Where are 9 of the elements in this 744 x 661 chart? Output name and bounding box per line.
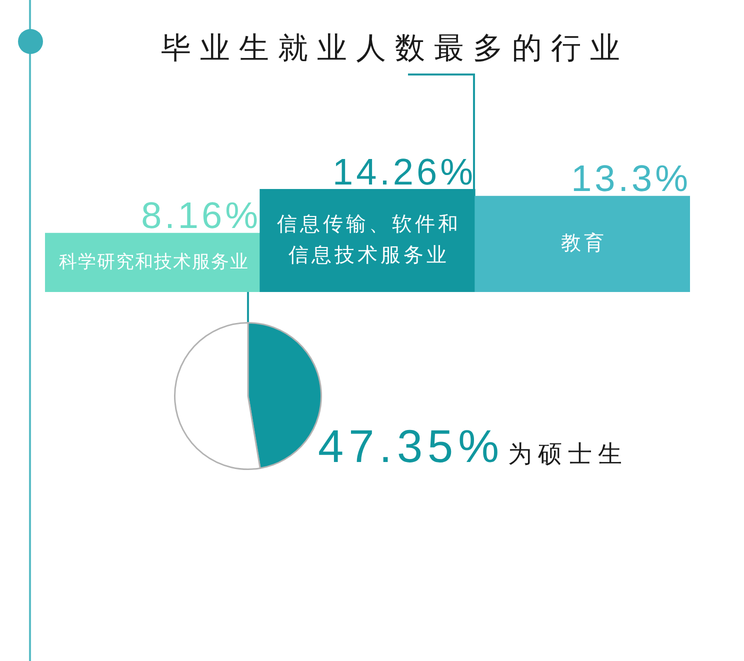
data-label: 8.16% (141, 195, 261, 236)
x-tick-label: 科学研究和技术服务业 (59, 251, 249, 272)
chart-title: 毕业生就业人数最多的行业 (160, 30, 630, 68)
x-tick-label: 信息传输、软件和信息技术服务业 (277, 211, 461, 266)
x-tick-label: 教育 (561, 230, 607, 254)
data-label: 47.35% (318, 420, 504, 472)
slice-label: 为硕士生 (508, 440, 628, 468)
data-label: 13.3% (571, 158, 691, 200)
data-label: 14.26% (332, 151, 476, 192)
